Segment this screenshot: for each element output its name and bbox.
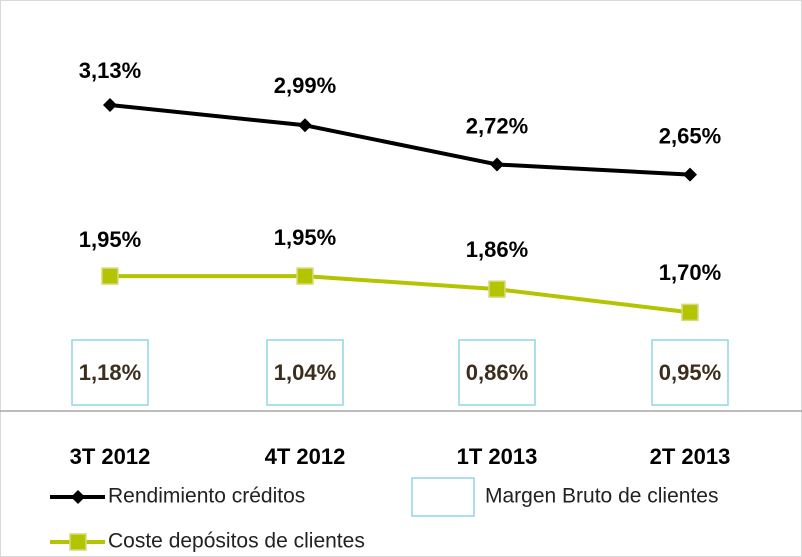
legend-swatch: [411, 477, 475, 517]
value-label: 1,04%: [274, 360, 336, 385]
legend-label: Margen Bruto de clientes: [485, 485, 718, 508]
marker: [681, 303, 699, 322]
legend-marker: [71, 490, 85, 504]
marker: [683, 167, 697, 182]
x-tick-label: 1T 2013: [457, 444, 538, 469]
marker: [490, 157, 504, 172]
value-label: 0,95%: [659, 360, 721, 385]
value-label: 1,18%: [79, 360, 141, 385]
marker: [298, 118, 312, 133]
value-box: [458, 339, 536, 406]
value-label: 1,86%: [466, 237, 528, 262]
value-label: 1,95%: [79, 227, 141, 252]
value-label: 2,72%: [466, 113, 528, 138]
marker: [296, 267, 314, 285]
value-label: 1,95%: [274, 225, 336, 250]
x-tick-label: 4T 2012: [265, 444, 346, 469]
marker: [103, 98, 117, 112]
marker: [101, 267, 119, 285]
value-box: [266, 339, 344, 406]
x-tick-label: 2T 2013: [650, 444, 731, 469]
value-label: 1,70%: [659, 260, 721, 285]
series-line: [110, 274, 691, 315]
value-label: 2,99%: [274, 73, 336, 98]
value-box: [651, 339, 729, 406]
value-label: 0,86%: [466, 360, 528, 385]
value-label: 2,65%: [659, 123, 721, 148]
x-tick-label: 3T 2012: [70, 444, 151, 469]
value-label: 3,13%: [79, 58, 141, 83]
marker: [488, 280, 506, 298]
legend-label: Rendimiento créditos: [108, 485, 305, 508]
series-line: [109, 103, 691, 177]
legend-label: Coste depósitos de clientes: [108, 530, 365, 553]
legend-marker: [69, 533, 87, 551]
value-box: [71, 339, 149, 406]
